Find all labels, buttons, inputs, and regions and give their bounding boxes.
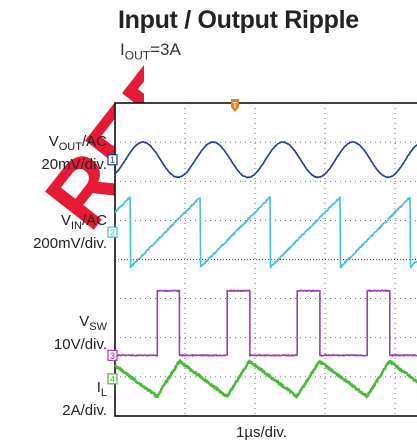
trigger-marker: [231, 99, 239, 112]
trace-ch4: [113, 359, 417, 399]
ch1-label: VOUT/AC 20mV/div.: [41, 133, 107, 173]
ch2-ground-marker: [107, 226, 118, 238]
chart-title: Input / Output Ripple: [118, 6, 359, 34]
condition-symbol: I: [120, 40, 125, 59]
trace-ch2: [114, 196, 417, 269]
x-axis-scale-label: 1µs/div.: [236, 424, 287, 441]
condition-subscript: OUT: [124, 48, 151, 63]
ch2-scale: 200mV/div.: [33, 235, 107, 252]
trace-ch1: [114, 141, 417, 179]
ch4-ground-marker: [107, 373, 118, 385]
ch2-label: VIN/AC 200mV/div.: [33, 212, 107, 252]
condition-value: =3A: [150, 40, 181, 59]
ch3-ground-marker: [107, 349, 118, 361]
ch2-ground-marker-label: 2: [110, 228, 115, 238]
ch4-scale: 2A/div.: [62, 402, 107, 419]
ch3-scale: 10V/div.: [53, 336, 107, 353]
trace-ch3: [114, 289, 417, 357]
ch1-ground-marker: [107, 154, 118, 166]
ch3-ground-marker-label: 3: [110, 351, 115, 361]
ch4-label: IL 2A/div.: [62, 379, 107, 419]
ch1-scale: 20mV/div.: [41, 156, 107, 173]
ch4-ground-marker-label: 4: [110, 374, 115, 384]
chart-condition: IOUT=3A: [120, 40, 181, 62]
ch1-ground-marker-label: 1: [110, 155, 115, 165]
trigger-marker-label: T: [233, 101, 238, 110]
ch3-label: VSW 10V/div.: [53, 313, 107, 353]
